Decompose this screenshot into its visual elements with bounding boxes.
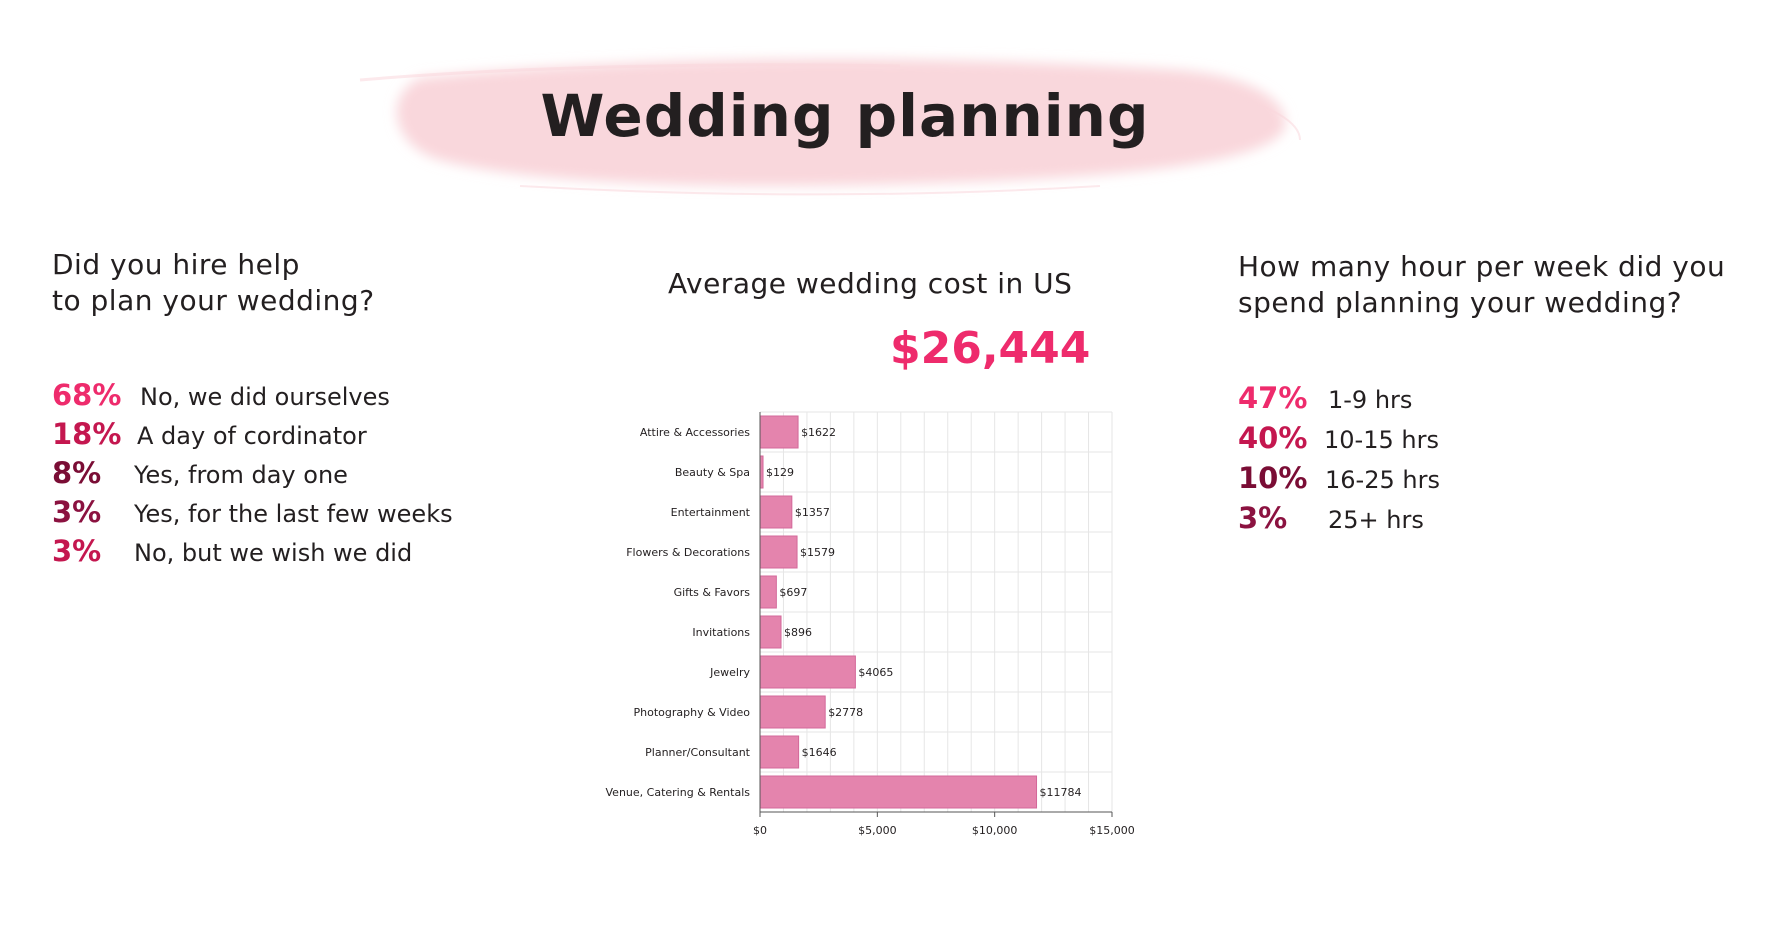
hire-help-label: No, we did ourselves <box>140 383 390 411</box>
chart-bar <box>759 495 793 529</box>
hours-label: 25+ hrs <box>1328 506 1424 534</box>
chart-value-label: $1646 <box>802 746 837 759</box>
hours-label: 1-9 hrs <box>1328 386 1413 414</box>
hours-pct: 10% <box>1238 461 1308 495</box>
chart-value-label: $1579 <box>800 546 835 559</box>
chart-value-label: $1622 <box>801 426 836 439</box>
chart-value-label: $697 <box>779 586 807 599</box>
chart-bar <box>759 775 1038 809</box>
chart-x-tick-label: $15,000 <box>1089 824 1135 837</box>
hire-help-question: Did you hire help to plan your wedding? <box>52 247 375 319</box>
hours-label: 16-25 hrs <box>1325 466 1440 494</box>
chart-value-label: $2778 <box>828 706 863 719</box>
hire-help-label: Yes, for the last few weeks <box>134 500 453 528</box>
chart-value-label: $129 <box>766 466 794 479</box>
chart-category-label: Jewelry <box>709 666 750 679</box>
chart-category-label: Beauty & Spa <box>675 466 750 479</box>
hours-question-line2: spend planning your wedding? <box>1238 286 1683 319</box>
chart-category-label: Venue, Catering & Rentals <box>606 786 751 799</box>
chart-category-label: Photography & Video <box>634 706 751 719</box>
hire-help-label: A day of cordinator <box>137 422 367 450</box>
hire-help-pct: 18% <box>52 417 122 451</box>
chart-value-label: $1357 <box>795 506 830 519</box>
chart-value-label: $896 <box>784 626 812 639</box>
chart-bar <box>759 535 798 569</box>
hours-question: How many hour per week did you spend pla… <box>1238 249 1725 321</box>
hire-help-pct: 68% <box>52 378 122 412</box>
chart-x-tick-label: $0 <box>753 824 767 837</box>
cost-bar-chart: $1622 Attire & Accessories $129 Beauty & Sp… <box>606 411 1135 837</box>
chart-bar <box>759 655 856 689</box>
chart-bar <box>759 695 826 729</box>
chart-category-label: Attire & Accessories <box>640 426 750 439</box>
hours-pct: 47% <box>1238 381 1308 415</box>
chart-category-label: Invitations <box>692 626 750 639</box>
hire-help-label: Yes, from day one <box>134 461 348 489</box>
cost-total: $26,444 <box>890 323 1091 374</box>
chart-category-label: Entertainment <box>671 506 751 519</box>
hours-label: 10-15 hrs <box>1324 426 1439 454</box>
hours-pct: 40% <box>1238 421 1308 455</box>
chart-category-label: Planner/Consultant <box>645 746 751 759</box>
chart-bar <box>759 575 777 609</box>
hours-pct: 3% <box>1238 501 1288 535</box>
chart-category-label: Gifts & Favors <box>674 586 751 599</box>
hire-help-pct: 3% <box>52 495 102 529</box>
hire-help-pct: 8% <box>52 456 102 490</box>
chart-x-tick-label: $5,000 <box>858 824 897 837</box>
hire-help-pct: 3% <box>52 534 102 568</box>
chart-bar <box>759 615 782 649</box>
hours-question-line1: How many hour per week did you <box>1238 250 1726 283</box>
chart-value-label: $4065 <box>858 666 893 679</box>
hire-help-label: No, but we wish we did <box>134 539 413 567</box>
chart-x-tick-label: $10,000 <box>972 824 1018 837</box>
chart-bar <box>759 415 799 449</box>
hire-help-question-line2: to plan your wedding? <box>52 284 375 317</box>
cost-heading: Average wedding cost in US <box>668 267 1073 300</box>
hire-help-question-line1: Did you hire help <box>52 248 300 281</box>
chart-category-label: Flowers & Decorations <box>626 546 750 559</box>
chart-value-label: $11784 <box>1040 786 1082 799</box>
chart-bar <box>759 735 800 769</box>
page-title: Wedding planning <box>540 82 1150 150</box>
